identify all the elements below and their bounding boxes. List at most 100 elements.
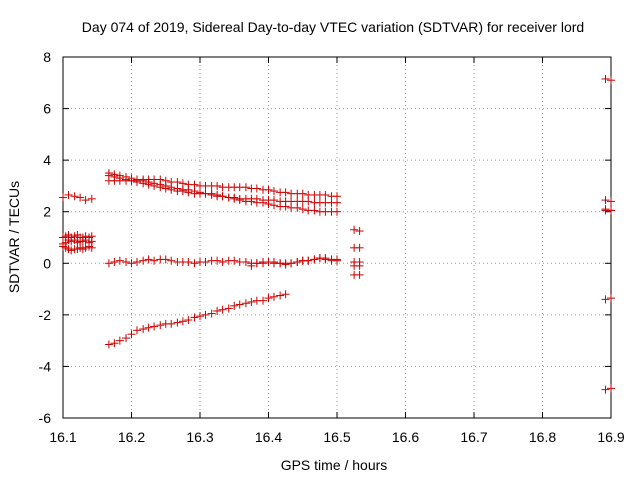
x-tick-label: 16.8 bbox=[529, 429, 556, 445]
data-point-i bbox=[252, 259, 261, 268]
data-point-j bbox=[247, 297, 256, 306]
data-point-g bbox=[264, 185, 273, 194]
data-point-e bbox=[310, 206, 319, 215]
data-point-a bbox=[70, 192, 79, 201]
data-point-f bbox=[218, 192, 227, 201]
data-point-g bbox=[173, 178, 182, 187]
data-point-a bbox=[64, 190, 73, 199]
data-point-i bbox=[304, 256, 313, 265]
data-point-l bbox=[607, 206, 615, 215]
data-point-k bbox=[355, 243, 364, 252]
data-point-h bbox=[241, 257, 250, 266]
data-point-j bbox=[201, 310, 210, 319]
data-point-h bbox=[122, 257, 131, 266]
data-point-i bbox=[269, 257, 278, 266]
data-point-g bbox=[132, 176, 141, 185]
data-point-j bbox=[184, 316, 193, 325]
axis-ticks: 16.1 16.2 16.3 16.4 16.5 16.6 16.7 16.8 16.9 -6 -4… bbox=[39, 49, 625, 445]
data-point-d bbox=[67, 246, 76, 255]
data-point-h bbox=[104, 259, 113, 268]
data-point-j bbox=[150, 322, 159, 331]
data-point-h bbox=[150, 256, 159, 265]
data-point-i bbox=[293, 257, 302, 266]
data-point-a bbox=[81, 196, 90, 205]
data-point-l bbox=[601, 74, 610, 83]
x-tick-label: 16.6 bbox=[392, 429, 419, 445]
data-point-j bbox=[281, 290, 290, 299]
gridlines bbox=[63, 57, 611, 418]
y-tick-label: 8 bbox=[43, 49, 51, 65]
y-tick-label: -4 bbox=[39, 358, 52, 374]
y-tick-label: -6 bbox=[39, 410, 52, 426]
data-point-g bbox=[190, 180, 199, 189]
data-point-f bbox=[161, 184, 170, 193]
data-point-j bbox=[132, 326, 141, 335]
data-point-h bbox=[115, 256, 124, 265]
data-point-i bbox=[287, 259, 296, 268]
data-point-h bbox=[167, 256, 176, 265]
data-point-f bbox=[207, 190, 216, 199]
data-point-j bbox=[139, 325, 148, 334]
data-point-f bbox=[230, 193, 239, 202]
x-axis-title: GPS time / hours bbox=[281, 457, 388, 473]
data-point-l bbox=[607, 294, 615, 303]
data-point-j bbox=[235, 300, 244, 309]
data-point-j bbox=[230, 301, 239, 310]
data-point-a bbox=[87, 194, 96, 203]
data-point-d bbox=[87, 243, 96, 252]
data-point-k bbox=[350, 225, 359, 234]
y-tick-label: 2 bbox=[43, 204, 51, 220]
data-point-k bbox=[355, 261, 364, 270]
data-point-h bbox=[139, 256, 148, 265]
data-point-k bbox=[355, 270, 364, 279]
data-point-j bbox=[276, 291, 285, 300]
x-tick-label: 16.2 bbox=[118, 429, 145, 445]
data-point-h bbox=[190, 259, 199, 268]
data-point-f bbox=[201, 189, 210, 198]
y-tick-label: 4 bbox=[43, 152, 51, 168]
data-point-e bbox=[333, 207, 341, 216]
x-tick-label: 16.3 bbox=[186, 429, 213, 445]
data-point-g bbox=[321, 190, 330, 199]
data-point-a bbox=[76, 193, 85, 202]
x-tick-label: 16.1 bbox=[49, 429, 76, 445]
data-point-h bbox=[110, 257, 119, 266]
data-point-g bbox=[298, 189, 307, 198]
data-point-h bbox=[144, 255, 153, 264]
data-point-g bbox=[281, 188, 290, 197]
data-point-j bbox=[269, 292, 278, 301]
y-tick-label: -2 bbox=[39, 307, 52, 323]
data-point-j bbox=[241, 299, 250, 308]
data-point-j bbox=[259, 296, 268, 305]
data-point-h bbox=[213, 256, 222, 265]
data-point-j bbox=[144, 323, 153, 332]
data-point-j bbox=[207, 309, 216, 318]
data-point-g bbox=[161, 176, 170, 185]
data-point-j bbox=[264, 294, 273, 303]
y-tick-label: 6 bbox=[43, 101, 51, 117]
data-point-l bbox=[601, 385, 610, 394]
data-point-i bbox=[276, 259, 285, 268]
data-point-e bbox=[298, 205, 307, 214]
data-point-g bbox=[178, 179, 187, 188]
x-tick-label: 16.5 bbox=[323, 429, 350, 445]
data-point-f bbox=[178, 187, 187, 196]
data-point-i bbox=[333, 256, 341, 265]
data-point-l bbox=[601, 295, 610, 304]
data-point-i bbox=[310, 255, 319, 264]
data-point-g bbox=[269, 187, 278, 196]
data-point-i bbox=[281, 260, 290, 269]
data-point-j bbox=[218, 305, 227, 314]
data-point-l bbox=[607, 384, 615, 393]
data-point-h bbox=[127, 259, 136, 268]
data-point-j bbox=[190, 313, 199, 322]
data-point-j bbox=[196, 312, 204, 321]
data-points bbox=[59, 74, 615, 394]
data-point-g bbox=[241, 183, 250, 192]
data-point-h bbox=[161, 255, 170, 264]
data-point-h bbox=[201, 257, 210, 266]
data-point-j bbox=[173, 318, 182, 327]
data-point-k bbox=[355, 227, 364, 236]
data-point-i bbox=[321, 255, 330, 264]
